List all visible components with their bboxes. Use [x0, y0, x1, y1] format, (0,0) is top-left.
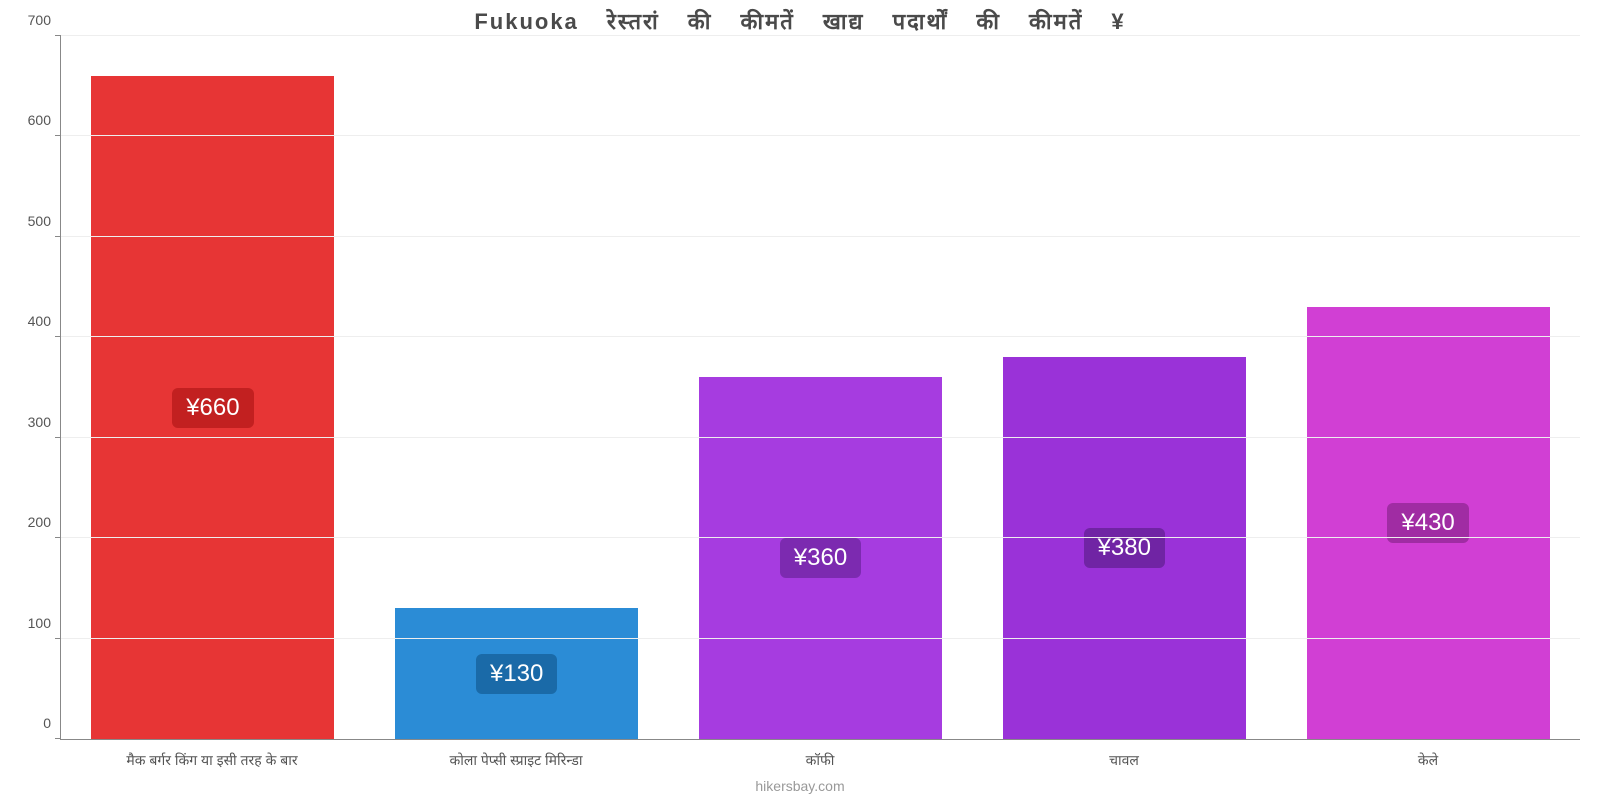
bar-slot: ¥660 — [61, 36, 365, 739]
value-badge: ¥360 — [780, 538, 861, 578]
grid-line — [61, 35, 1580, 36]
chart-title: Fukuoka रेस्तरां की कीमतें खाद्य पदार्थो… — [0, 0, 1600, 36]
bars-container: ¥660 ¥130 ¥360 ¥380 ¥430 — [61, 36, 1580, 739]
y-tick-mark — [55, 336, 61, 337]
value-badge: ¥660 — [172, 388, 253, 428]
grid-line — [61, 135, 1580, 136]
y-tick-label: 500 — [28, 213, 61, 229]
value-badge: ¥130 — [476, 654, 557, 694]
y-tick-label: 300 — [28, 414, 61, 430]
y-tick-label: 600 — [28, 112, 61, 128]
y-tick-mark — [55, 236, 61, 237]
grid-line — [61, 236, 1580, 237]
value-badge: ¥380 — [1084, 528, 1165, 568]
y-tick-label: 700 — [28, 12, 61, 28]
y-tick-mark — [55, 537, 61, 538]
bar: ¥430 — [1307, 307, 1550, 739]
bar-slot: ¥380 — [972, 36, 1276, 739]
bar: ¥360 — [699, 377, 942, 739]
grid-line — [61, 336, 1580, 337]
y-tick-mark — [55, 437, 61, 438]
bar-slot: ¥430 — [1276, 36, 1580, 739]
bar: ¥380 — [1003, 357, 1246, 739]
y-tick-label: 0 — [43, 715, 61, 731]
y-tick-label: 200 — [28, 514, 61, 530]
y-tick-mark — [55, 135, 61, 136]
grid-line — [61, 537, 1580, 538]
x-axis-label: केले — [1276, 747, 1580, 770]
price-bar-chart: Fukuoka रेस्तरां की कीमतें खाद्य पदार्थो… — [0, 0, 1600, 800]
y-tick-mark — [55, 638, 61, 639]
y-tick-label: 100 — [28, 615, 61, 631]
y-tick-label: 400 — [28, 313, 61, 329]
grid-line — [61, 638, 1580, 639]
grid-line — [61, 437, 1580, 438]
bar: ¥130 — [395, 608, 638, 739]
y-tick-mark — [55, 35, 61, 36]
x-axis-label: कोला पेप्सी स्प्राइट मिरिन्डा — [364, 747, 668, 770]
x-axis-label: चावल — [972, 747, 1276, 770]
x-axis-label: मैक बर्गर किंग या इसी तरह के बार — [60, 747, 364, 770]
bar-slot: ¥360 — [669, 36, 973, 739]
source-label: hikersbay.com — [0, 778, 1600, 794]
bar-slot: ¥130 — [365, 36, 669, 739]
x-axis-labels: मैक बर्गर किंग या इसी तरह के बारकोला पेप… — [60, 747, 1580, 770]
bar: ¥660 — [91, 76, 334, 739]
x-axis-label: कॉफी — [668, 747, 972, 770]
plot-area: ¥660¥130¥360¥380¥430 0100200300400500600… — [60, 36, 1580, 740]
y-tick-mark — [55, 738, 61, 739]
